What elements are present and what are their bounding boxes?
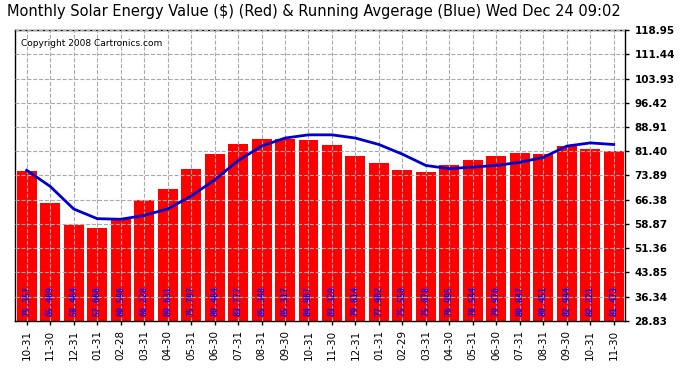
Text: 60.596: 60.596 (116, 286, 125, 316)
Bar (463, 160, 483, 321)
Bar (252, 138, 272, 321)
Text: 79.814: 79.814 (351, 286, 360, 316)
Text: 80.847: 80.847 (515, 286, 524, 316)
Bar (87, 228, 107, 321)
Bar (369, 162, 389, 321)
Bar (40, 203, 60, 321)
Bar (416, 172, 436, 321)
Bar (440, 165, 460, 321)
Bar (157, 189, 177, 321)
Text: 80.484: 80.484 (210, 286, 219, 316)
Bar (110, 218, 130, 321)
Text: Copyright 2008 Cartronics.com: Copyright 2008 Cartronics.com (21, 39, 162, 48)
Text: 84.907: 84.907 (304, 286, 313, 316)
Text: 75.078: 75.078 (422, 286, 431, 316)
Text: 82.221: 82.221 (586, 286, 595, 316)
Text: 75.357: 75.357 (22, 286, 31, 316)
Text: 83.329: 83.329 (328, 286, 337, 316)
Bar (181, 170, 201, 321)
Bar (346, 156, 366, 321)
Bar (486, 156, 506, 321)
Text: 83.777: 83.777 (233, 286, 243, 316)
Text: 76.995: 76.995 (445, 286, 454, 316)
Text: 77.902: 77.902 (375, 286, 384, 316)
Bar (533, 154, 553, 321)
Text: 57.668: 57.668 (92, 286, 101, 316)
Bar (604, 151, 624, 321)
Text: 75.550: 75.550 (398, 286, 407, 316)
Text: 85.317: 85.317 (281, 286, 290, 316)
Text: 66.228: 66.228 (139, 286, 148, 316)
Bar (205, 154, 224, 321)
Text: 75.797: 75.797 (186, 286, 195, 316)
Text: 79.976: 79.976 (492, 286, 501, 316)
Bar (63, 225, 83, 321)
Bar (134, 200, 154, 321)
Bar (510, 153, 530, 321)
Bar (299, 140, 319, 321)
Text: 78.544: 78.544 (469, 286, 477, 316)
Text: Monthly Solar Energy Value ($) (Red) & Running Avgerage (Blue) Wed Dec 24 09:02: Monthly Solar Energy Value ($) (Red) & R… (7, 4, 620, 19)
Text: 58.484: 58.484 (69, 286, 78, 316)
Text: 81.473: 81.473 (609, 286, 618, 316)
Bar (17, 171, 37, 321)
Bar (228, 144, 248, 321)
Text: 82.944: 82.944 (562, 286, 571, 316)
Bar (322, 145, 342, 321)
Bar (580, 148, 600, 321)
Bar (393, 170, 413, 321)
Bar (275, 139, 295, 321)
Bar (557, 146, 577, 321)
Text: 65.409: 65.409 (46, 286, 55, 316)
Text: 85.348: 85.348 (257, 286, 266, 316)
Text: 80.451: 80.451 (539, 286, 548, 316)
Text: 69.631: 69.631 (163, 286, 172, 316)
